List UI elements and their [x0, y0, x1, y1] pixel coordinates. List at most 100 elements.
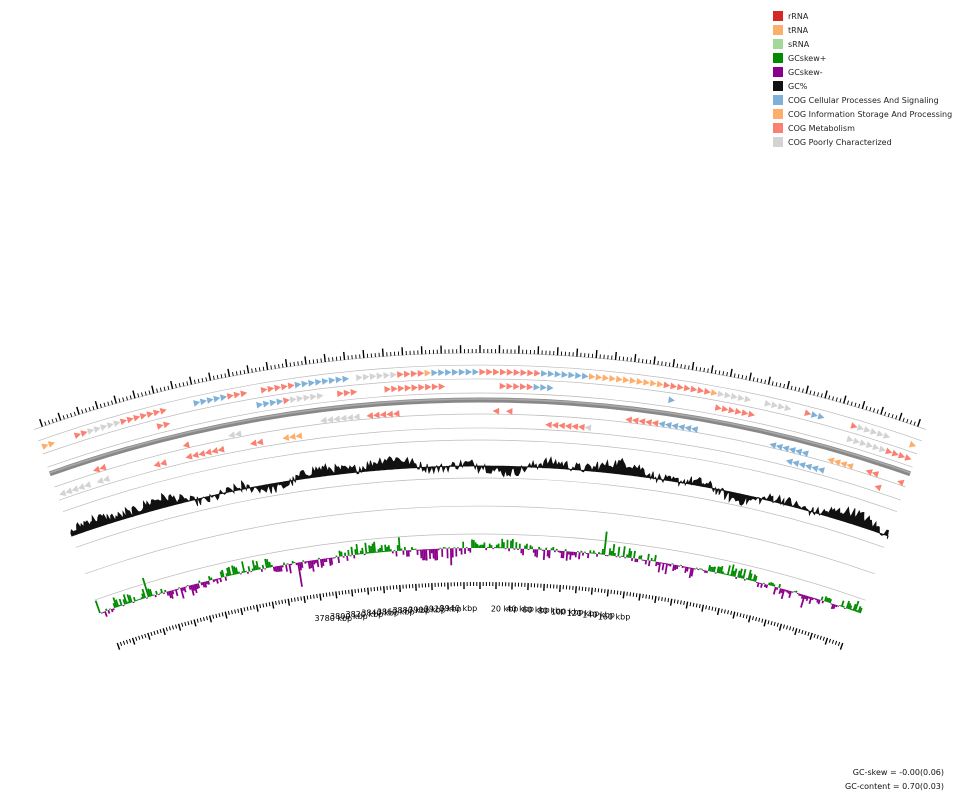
gc-skew-positive	[531, 546, 534, 550]
outer-tick	[752, 377, 755, 382]
gc-skew-negative	[835, 604, 838, 608]
gc-skew-negative	[446, 548, 449, 559]
gc-skew-negative	[569, 551, 572, 560]
inner-tick	[626, 591, 628, 596]
gc-skew-positive	[820, 596, 824, 601]
gc-skew-positive	[629, 551, 633, 559]
outer-tick	[94, 400, 99, 410]
inner-tick	[328, 592, 331, 597]
outer-tick	[858, 403, 861, 408]
inner-tick	[255, 604, 259, 612]
gc-skew-positive	[219, 571, 223, 578]
outer-tick	[653, 356, 656, 365]
gc-skew-positive	[387, 545, 391, 552]
inner-tick	[116, 642, 121, 650]
gc-skew-positive	[510, 540, 512, 549]
legend-label: tRNA	[788, 25, 809, 35]
gc-skew-negative	[421, 549, 425, 561]
outer-tick	[126, 396, 128, 401]
cds-arrow	[199, 398, 207, 406]
gc-skew-positive	[652, 560, 655, 562]
outer-tick	[699, 367, 702, 372]
inner-tick	[828, 638, 832, 643]
outer-tick	[887, 412, 890, 417]
outer-tick	[55, 417, 58, 422]
cds-arrow	[316, 392, 324, 400]
inner-tick	[822, 636, 825, 641]
inner-tick	[141, 634, 144, 639]
outer-tick	[790, 385, 793, 390]
gc-skew-negative	[191, 584, 196, 591]
gc-skew-positive	[350, 546, 354, 556]
outer-tick	[771, 381, 774, 386]
gc-skew-positive	[414, 548, 417, 550]
inner-tick	[221, 612, 224, 617]
gc-skew-negative	[311, 560, 315, 572]
outer-tick	[293, 361, 295, 366]
gc-skew-positive	[671, 563, 674, 565]
gc-skew-positive	[355, 544, 359, 555]
cds-arrow	[282, 397, 290, 405]
gc-skew-negative	[166, 591, 170, 596]
inner-tick	[739, 613, 742, 618]
outer-tick	[906, 418, 909, 424]
outer-tick	[873, 408, 876, 413]
gc-skew-negative	[776, 587, 779, 590]
inner-tick	[648, 594, 651, 600]
gc-skew-negative	[180, 587, 185, 599]
outer-tick	[794, 386, 797, 391]
gc-skew-positive	[159, 592, 162, 594]
gc-skew-negative	[788, 590, 792, 598]
inner-tick	[819, 635, 822, 640]
outer-tick	[167, 385, 170, 390]
tick-label: 3940 kbp	[440, 604, 478, 613]
cds-arrow	[575, 372, 582, 379]
inner-tick	[322, 593, 325, 598]
inner-tick	[590, 587, 593, 595]
gc-skew-negative	[648, 560, 651, 567]
gc-skew-positive	[465, 547, 468, 549]
gc-skew-positive	[142, 577, 150, 598]
inner-tick	[785, 625, 789, 630]
cds-track	[41, 368, 917, 496]
outer-tick	[783, 383, 785, 389]
gc-skew-negative	[306, 561, 308, 563]
cds-arrow	[339, 414, 347, 422]
gc-skew-positive	[730, 564, 735, 577]
inner-tick	[708, 605, 711, 611]
cds-arrow	[350, 389, 358, 396]
gc-skew-negative	[288, 563, 292, 574]
gc-skew-positive	[501, 538, 504, 549]
cds-arrow	[113, 420, 121, 428]
outer-tick	[81, 409, 84, 414]
gc-skew-positive	[370, 546, 373, 554]
gc-skew-positive	[251, 560, 256, 571]
gc-skew-positive	[845, 600, 850, 609]
cds-arrow	[871, 471, 880, 478]
gc-skew-negative	[285, 564, 288, 572]
cds-arrow	[391, 385, 398, 393]
legend-label: COG Cellular Processes And Signaling	[788, 95, 939, 105]
gc-skew-positive	[377, 549, 380, 553]
cds-arrow	[631, 417, 639, 425]
inner-tick	[284, 599, 287, 604]
outer-tick	[710, 365, 714, 374]
inner-tick	[619, 590, 622, 596]
gc-skew-positive	[768, 582, 771, 586]
outer-tick	[39, 418, 43, 427]
inner-tick	[723, 609, 726, 614]
outer-tick	[103, 402, 106, 407]
gc-skew-positive	[389, 549, 392, 552]
gc-skew-positive	[506, 539, 509, 549]
cds-arrow	[643, 378, 650, 386]
track-ring	[58, 427, 902, 501]
gc-skew-positive	[511, 539, 514, 549]
gc-skew-positive	[842, 605, 845, 608]
gc-skew-negative	[200, 582, 203, 586]
outer-tick	[733, 373, 736, 378]
cds-arrow	[301, 380, 309, 388]
inner-tick	[202, 616, 205, 622]
inner-tick	[755, 616, 758, 622]
cds-arrow	[343, 389, 351, 397]
cds-arrow	[878, 445, 886, 452]
